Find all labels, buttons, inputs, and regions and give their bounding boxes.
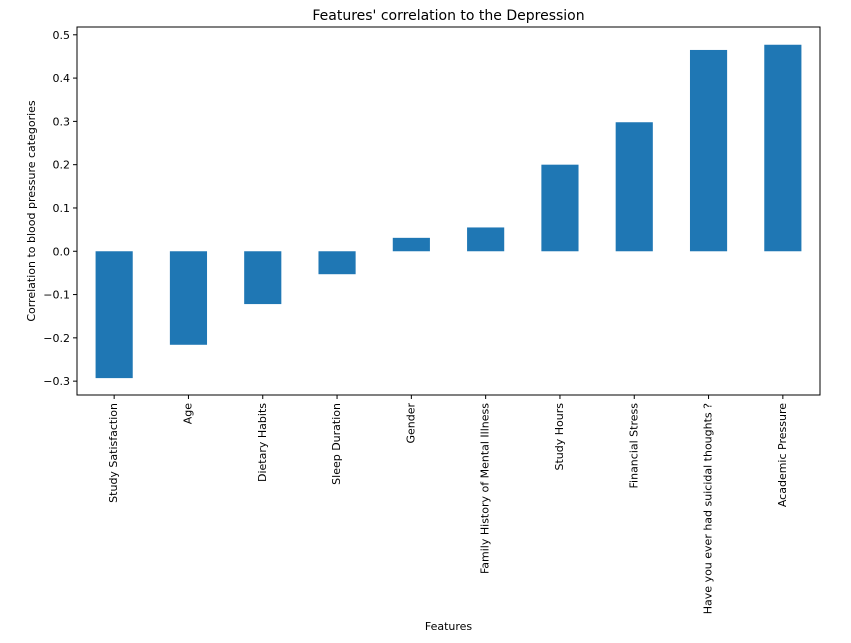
y-tick-label: 0.3 [53, 115, 71, 128]
x-tick-label: Have you ever had suicidal thoughts ? [702, 403, 715, 614]
bar [467, 227, 505, 252]
x-tick-label: Financial Stress [627, 403, 640, 489]
bar [95, 251, 133, 379]
y-tick-label: 0.5 [53, 29, 71, 42]
bar [169, 251, 208, 345]
x-tick-label: Age [181, 403, 194, 425]
x-tick-label: Study Satisfaction [107, 403, 120, 503]
chart-title: Features' correlation to the Depression [312, 8, 584, 24]
x-tick-label: Sleep Duration [330, 403, 343, 485]
x-axis-ticks: Study Satisfaction Age Dietary Habits Sleep… [107, 395, 789, 614]
y-tick-label: −0.2 [43, 332, 70, 345]
bar [392, 237, 430, 252]
x-tick-label: Gender [404, 403, 417, 444]
y-axis-ticks: −0.3 −0.2 −0.1 0.0 0.1 0.2 0.3 0.4 0.5 [43, 29, 77, 388]
y-tick-label: 0.0 [53, 245, 71, 258]
y-axis-label: Correlation to blood pressure categories [25, 100, 38, 322]
bar [689, 49, 728, 252]
bar [318, 251, 356, 275]
x-tick-label: Family History of Mental Illness [479, 403, 492, 574]
x-tick-label: Dietary Habits [256, 403, 269, 482]
y-tick-label: 0.2 [53, 159, 71, 172]
x-axis-label: Features [425, 620, 473, 633]
y-tick-label: 0.4 [53, 72, 71, 85]
y-tick-label: −0.1 [43, 289, 70, 302]
bar [615, 122, 653, 252]
y-tick-label: 0.1 [53, 202, 71, 215]
bar [244, 251, 282, 305]
x-tick-label: Study Hours [553, 403, 566, 471]
bar [541, 164, 579, 252]
bar [764, 44, 802, 252]
x-tick-label: Academic Pressure [776, 403, 789, 507]
plot-frame [76, 26, 821, 396]
bars-layer [95, 44, 802, 379]
y-tick-label: −0.3 [43, 375, 70, 388]
